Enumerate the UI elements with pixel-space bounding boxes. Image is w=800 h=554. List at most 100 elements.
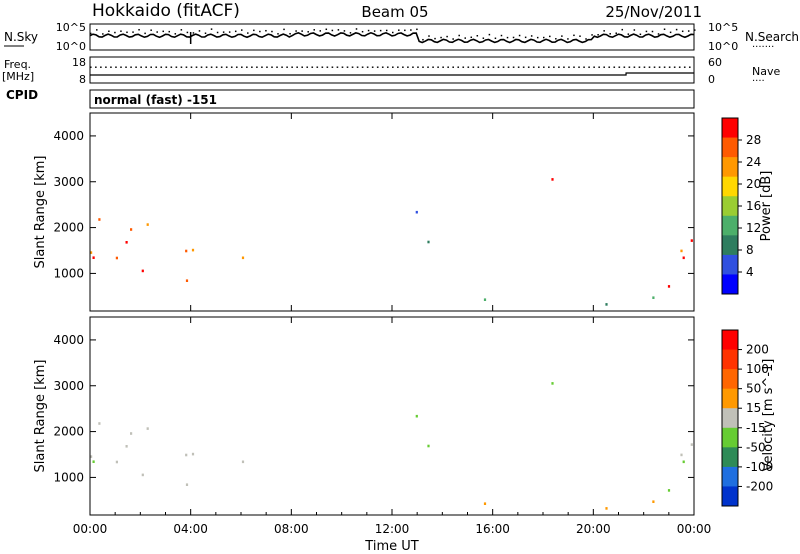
colorbar-swatch (722, 330, 738, 351)
nave-point (543, 66, 545, 68)
nave-point (412, 66, 414, 68)
cpid-text: normal (fast) -151 (94, 93, 217, 107)
noise-ytick-top-right: 10^5 (708, 21, 738, 34)
noise-search-point (168, 30, 171, 33)
colorbar-swatch (722, 447, 738, 468)
nave-point (688, 66, 691, 68)
nave-point (527, 66, 530, 68)
ytick-label: 3000 (53, 175, 84, 189)
noise-search-point (361, 30, 364, 33)
nave-point (100, 66, 102, 68)
noise-search-point (621, 28, 624, 31)
colorbar-tick-label: -15 (746, 421, 766, 435)
noise-search-point (319, 30, 322, 32)
chart-title-station: Hokkaido (fitACF) (92, 1, 240, 21)
freq-ytick-top-left: 18 (72, 56, 86, 69)
noise-search-point (561, 35, 563, 37)
noise-ytick-bottom-left: 10^0 (56, 40, 86, 53)
noise-search-point (210, 28, 213, 30)
nave-point (683, 66, 686, 68)
noise-search-point (204, 32, 207, 34)
nave-point (376, 66, 379, 68)
nave-point (593, 66, 595, 68)
noise-search-point (325, 28, 328, 31)
echo-point (191, 452, 195, 456)
nave-point (452, 66, 454, 68)
noise-search-point (234, 30, 237, 33)
ytick-label: 2000 (53, 221, 84, 235)
noise-search-point (253, 29, 255, 32)
noise-search-point (536, 36, 539, 39)
colorbar-tick-label: 28 (746, 133, 761, 147)
nave-point (673, 66, 676, 68)
nave-point (558, 66, 560, 68)
nave-point (140, 66, 142, 68)
nave-point (170, 66, 173, 68)
echo-point (415, 414, 418, 418)
nave-point (447, 66, 449, 68)
colorbar-tick-label: 100 (746, 362, 769, 376)
nave-point (633, 66, 636, 68)
nave-point (286, 66, 288, 68)
echo-point (125, 241, 128, 244)
nave-point (316, 66, 319, 68)
nave-point (623, 66, 626, 68)
colorbar-swatch (722, 196, 738, 217)
echo-point (652, 296, 655, 299)
xtick-label: 00:00 (677, 522, 712, 536)
echo-point (141, 269, 144, 273)
xtick-label: 04:00 (173, 522, 208, 536)
nave-point (276, 66, 278, 68)
time-axis-label: Time UT (364, 539, 418, 554)
colorbar-swatch (722, 369, 738, 390)
noise-search-point (138, 28, 140, 31)
noise-search-point (120, 30, 122, 32)
nave-point (422, 66, 424, 68)
noise-search-point (126, 31, 128, 34)
noise-search-point (476, 35, 479, 37)
echo-point (130, 432, 133, 435)
noise-search-point (675, 28, 678, 31)
colorbar-swatch (722, 349, 738, 370)
noise-search-point (398, 29, 400, 31)
chart-title-date: 25/Nov/2011 (605, 3, 702, 21)
nave-point (90, 66, 92, 68)
nave-point (366, 66, 369, 68)
colorbar-tick-label: 4 (746, 265, 754, 279)
noise-search-point (392, 31, 394, 34)
echo-point (115, 460, 118, 464)
noise-search-point (379, 29, 382, 32)
freq-panel-frame (89, 56, 695, 84)
nave-point (241, 66, 243, 68)
noise-search-point (494, 37, 497, 40)
nave-point (502, 66, 505, 68)
noise-search-point (500, 34, 503, 37)
noise-right-label: N.Search (745, 30, 799, 44)
nave-point (613, 66, 616, 68)
nave-point (507, 66, 510, 68)
echo-point (551, 382, 554, 385)
echo-point (115, 256, 118, 260)
nave-point (402, 66, 404, 68)
echo-point (185, 483, 189, 486)
nave-point (497, 66, 500, 68)
freq-line (90, 72, 694, 76)
nave-point (522, 66, 525, 68)
noise-search-point (247, 32, 249, 34)
ytick-label: 3000 (53, 379, 84, 393)
nave-point (130, 66, 132, 68)
nave-point (160, 66, 163, 68)
freq-traces (90, 66, 694, 76)
nave-point (548, 66, 550, 68)
noise-search-point (96, 29, 98, 31)
echo-point (551, 178, 554, 181)
colorbar-tick-label: 8 (746, 243, 754, 257)
echo-point (415, 210, 418, 214)
ytick-label: 4000 (53, 129, 84, 143)
power-panel-frame (89, 112, 695, 312)
velocity-scatter (90, 382, 693, 510)
nave-point (311, 66, 314, 68)
noise-search-point (222, 31, 225, 33)
noise-search-point (174, 33, 177, 35)
echo-point (483, 298, 487, 301)
